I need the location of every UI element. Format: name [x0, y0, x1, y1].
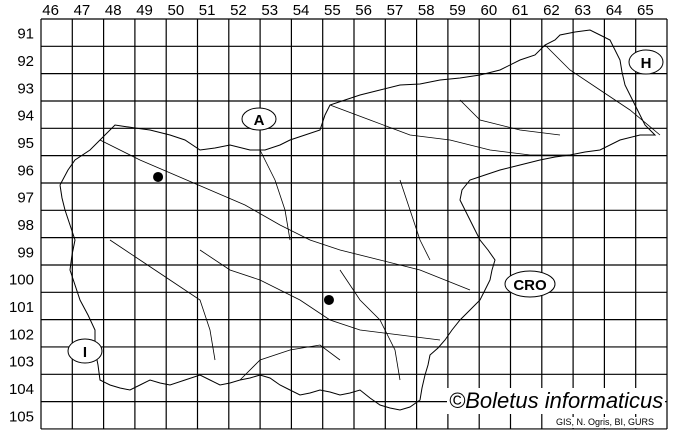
row-label: 104: [9, 381, 34, 398]
column-label: 51: [199, 2, 216, 19]
country-label-italy: I: [67, 338, 103, 364]
country-label-croatia: CRO: [504, 270, 556, 298]
row-label: 93: [17, 80, 34, 97]
row-label: 96: [17, 162, 34, 179]
country-label-hungary: H: [628, 49, 664, 75]
row-label: 103: [9, 354, 34, 371]
row-label: 97: [17, 190, 34, 207]
rivers: [99, 44, 661, 381]
column-label: 48: [105, 2, 122, 19]
occurrence-dot: [153, 171, 164, 182]
row-label: 100: [9, 272, 34, 289]
column-label: 50: [168, 2, 185, 19]
credit-text: GIS, N. Ogris, BI, GURS: [555, 417, 656, 428]
column-label: 65: [637, 2, 654, 19]
column-label: 53: [261, 2, 278, 19]
column-label: 52: [230, 2, 247, 19]
column-label: 61: [512, 2, 529, 19]
svg-text:A: A: [254, 112, 265, 129]
occurrence-dots: [153, 171, 334, 305]
column-label: 49: [136, 2, 153, 19]
country-labels: A H CRO I: [67, 49, 664, 364]
row-label: 101: [9, 299, 34, 316]
country-border: [59, 29, 657, 411]
row-labels: 91 92 93 94 95 96 97 98 99 100 101 102 103 104 105: [9, 26, 34, 426]
column-label: 63: [574, 2, 591, 19]
country-label-austria: A: [241, 107, 277, 131]
column-label: 60: [481, 2, 498, 19]
map-grid: [40, 18, 668, 430]
column-label: 47: [74, 2, 91, 19]
column-label: 54: [293, 2, 310, 19]
row-label: 91: [17, 26, 34, 43]
row-label: 98: [17, 217, 34, 234]
column-labels: 46 47 48 49 50 51 52 53 54 55 56 57 58 59 60 61 62 63 64 65: [42, 2, 653, 19]
column-label: 62: [543, 2, 560, 19]
copyright-text: ©Boletus informaticus: [447, 388, 666, 414]
row-label: 92: [17, 53, 34, 70]
column-label: 46: [42, 2, 59, 19]
row-label: 94: [17, 108, 34, 125]
occurrence-dot: [323, 294, 334, 305]
column-label: 55: [324, 2, 341, 19]
row-label: 99: [17, 244, 34, 261]
column-label: 57: [387, 2, 404, 19]
row-label: 95: [17, 135, 34, 152]
svg-text:H: H: [641, 55, 652, 72]
svg-text:I: I: [83, 344, 87, 361]
row-label: 102: [9, 326, 34, 343]
column-label: 56: [355, 2, 372, 19]
column-label: 59: [449, 2, 466, 19]
column-label: 64: [606, 2, 623, 19]
row-label: 105: [9, 408, 34, 425]
svg-text:CRO: CRO: [513, 277, 547, 294]
column-label: 58: [418, 2, 435, 19]
